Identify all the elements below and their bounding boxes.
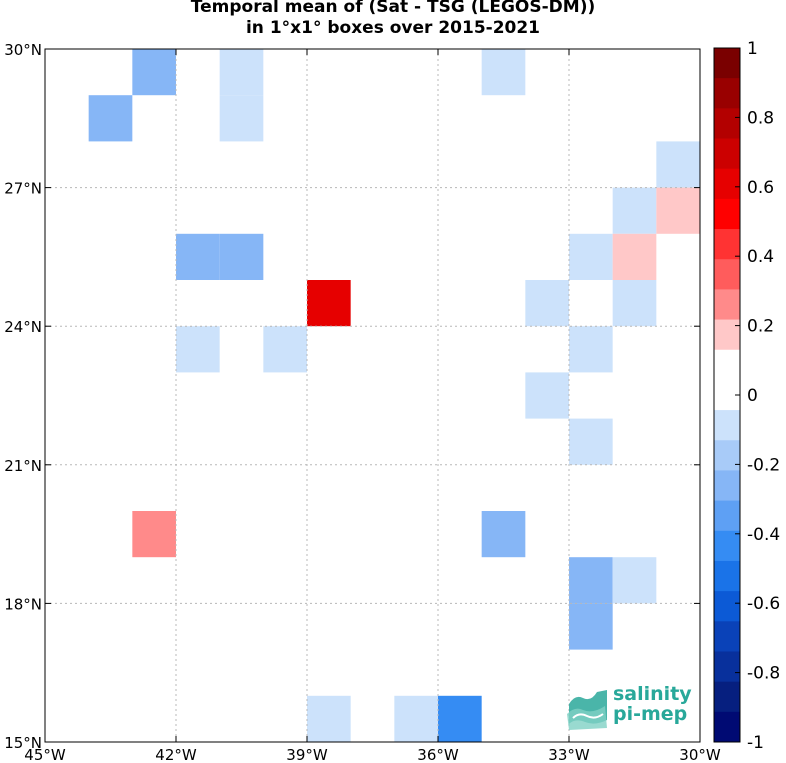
grid-cell — [176, 233, 220, 280]
y-tick-label: 21°N — [4, 457, 42, 475]
colorbar-segment — [714, 259, 740, 290]
data-cells — [88, 49, 700, 742]
y-tick-label: 27°N — [4, 180, 42, 198]
colorbar-segment — [714, 621, 740, 652]
colorbar-tick-label: -0.4 — [747, 525, 780, 545]
title-line-2: in 1°x1° boxes over 2015-2021 — [245, 18, 541, 38]
grid-cell — [612, 557, 657, 604]
colorbar-segments — [714, 48, 740, 743]
colorbar-segment — [714, 138, 740, 170]
grid-cell — [656, 141, 700, 188]
grid-cell — [307, 695, 351, 742]
grid-cell — [350, 233, 395, 280]
x-tick-label: 39°W — [286, 746, 328, 763]
colorbar-segment — [714, 530, 740, 562]
grid-cell — [569, 557, 613, 604]
x-tick-label: 42°W — [155, 746, 197, 763]
colorbar-segment — [714, 651, 740, 683]
grid-cell — [219, 95, 264, 142]
grid-cell — [219, 233, 264, 280]
colorbar-segment — [714, 681, 740, 713]
grid-cell — [612, 187, 657, 234]
y-tick-label: 30°N — [4, 41, 42, 59]
title-line-1: Temporal mean of (Sat - TSG (LEGOS-DM)) — [190, 0, 596, 17]
colorbar-segment — [714, 711, 740, 743]
x-tick-label: 33°W — [548, 746, 590, 763]
colorbar-segment — [714, 500, 740, 532]
grid-cell — [176, 326, 220, 373]
grid-cell — [438, 695, 482, 742]
colorbar-ticks: 1 0.8 0.6 0.4 0.2 0 -0.2 -0.4 -0.6 -0.8 -1 — [735, 39, 780, 753]
colorbar-tick-label: 0.4 — [747, 247, 774, 267]
colorbar-tick-label: -0.2 — [747, 455, 780, 475]
grid-cell — [132, 511, 176, 558]
grid-cell — [569, 233, 613, 280]
grid-cell — [612, 233, 657, 280]
grid-cell — [219, 49, 264, 96]
x-tick-label: 36°W — [417, 746, 459, 763]
map-title: Temporal mean of (Sat - TSG (LEGOS-DM)) … — [0, 0, 786, 39]
colorbar-segment — [714, 591, 740, 622]
grid-cell — [132, 49, 176, 96]
colorbar-tick-label: 0 — [747, 386, 758, 406]
grid-cell — [525, 280, 569, 327]
grid-cell — [263, 141, 307, 188]
salinity-pimep-logo: salinity pi-mep — [565, 684, 695, 734]
colorbar-tick-label: 1 — [747, 39, 758, 59]
grid-cell — [350, 603, 395, 650]
colorbar-segment — [714, 470, 740, 502]
colorbar-segment — [714, 198, 740, 230]
grid-cell — [525, 95, 569, 142]
grid-cell — [263, 326, 307, 373]
wave-logo-icon — [567, 690, 607, 730]
x-tick-label: 45°W — [24, 746, 66, 763]
colorbar-segment — [714, 168, 740, 200]
colorbar-segment — [714, 229, 740, 260]
colorbar-tick-label: 0.2 — [747, 317, 774, 337]
colorbar-segment — [714, 560, 740, 592]
grid-cell — [307, 95, 351, 142]
colorbar-segment — [714, 108, 740, 140]
axis-ticks: 45°W 42°W 39°W 36°W 33°W 30°W 15°N 18°N 21°N 24°N… — [4, 41, 721, 763]
y-tick-label: 15°N — [4, 734, 42, 752]
map-frame — [44, 48, 701, 743]
grid-cell — [88, 95, 133, 142]
colorbar-segment — [714, 440, 740, 471]
grid-cell — [481, 49, 526, 96]
colorbar-segment — [714, 349, 740, 381]
colorbar-segment — [714, 410, 740, 441]
grid-cell — [263, 187, 307, 234]
y-tick-label: 24°N — [4, 318, 42, 336]
colorbar-segment — [714, 319, 740, 351]
colorbar-segment — [714, 289, 740, 321]
grid-cell — [307, 280, 351, 327]
grid-cell — [525, 372, 569, 419]
colorbar-tick-label: -0.6 — [747, 594, 780, 614]
colorbar-tick-label: -1 — [747, 733, 764, 753]
colorbar-tick-label: 0.8 — [747, 108, 774, 128]
grid-cell — [569, 418, 613, 465]
logo-text-line-1: salinity — [613, 683, 692, 705]
colorbar-segment — [714, 78, 740, 109]
grid-cell — [219, 418, 264, 465]
grid-cell — [569, 603, 613, 650]
colorbar-segment — [714, 48, 740, 79]
x-tick-label: 30°W — [679, 746, 721, 763]
grid-cell — [481, 511, 526, 558]
colorbar-tick-label: -0.8 — [747, 664, 780, 684]
grid-cell — [569, 326, 613, 373]
grid-cell — [612, 280, 657, 327]
grid-cell — [176, 464, 220, 511]
logo-text-line-2: pi-mep — [613, 703, 688, 725]
grid-cell — [394, 695, 438, 742]
y-tick-label: 18°N — [4, 595, 42, 613]
colorbar-tick-label: 0.6 — [747, 178, 774, 198]
grid-cell — [656, 187, 700, 234]
